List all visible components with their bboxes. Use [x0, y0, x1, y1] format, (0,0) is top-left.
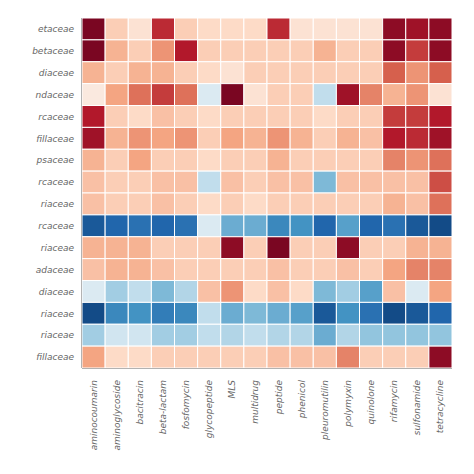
svg-text:quinolone: quinolone: [366, 380, 376, 425]
svg-text:rcaceae: rcaceae: [38, 112, 74, 122]
svg-text:phenicol: phenicol: [297, 380, 307, 420]
svg-text:glycopeptide: glycopeptide: [204, 380, 214, 439]
svg-text:fillaceae: fillaceae: [36, 134, 74, 144]
svg-text:bacitracin: bacitracin: [135, 380, 145, 425]
svg-text:aminocoumarin: aminocoumarin: [89, 380, 99, 451]
svg-text:polymyxin: polymyxin: [343, 380, 353, 428]
svg-text:pleuromutilin: pleuromutilin: [320, 380, 330, 441]
svg-text:rcaceae: rcaceae: [38, 221, 74, 231]
svg-text:multidrug: multidrug: [250, 380, 260, 424]
svg-text:diaceae: diaceae: [39, 68, 75, 78]
svg-text:betaceae: betaceae: [32, 46, 74, 56]
svg-text:diaceae: diaceae: [39, 287, 75, 297]
svg-text:riaceae: riaceae: [41, 309, 75, 319]
svg-text:riaceae: riaceae: [41, 199, 75, 209]
svg-text:rcaceae: rcaceae: [38, 177, 74, 187]
svg-text:beta-lactam: beta-lactam: [158, 380, 168, 435]
svg-text:riaceae: riaceae: [41, 243, 75, 253]
svg-text:adaceae: adaceae: [36, 265, 75, 275]
svg-text:aminoglycoside: aminoglycoside: [112, 380, 122, 451]
svg-text:sulfonamide: sulfonamide: [412, 380, 422, 436]
svg-text:fosfomycin: fosfomycin: [181, 380, 191, 430]
svg-text:rifamycin: rifamycin: [389, 380, 399, 422]
svg-text:tetracycline: tetracycline: [435, 380, 445, 434]
svg-text:peptide: peptide: [274, 380, 284, 416]
svg-text:psaceae: psaceae: [36, 155, 75, 165]
svg-text:etaceae: etaceae: [38, 24, 75, 34]
svg-text:MLS: MLS: [227, 380, 237, 399]
svg-text:ndaceae: ndaceae: [36, 90, 75, 100]
svg-text:fillaceae: fillaceae: [36, 352, 74, 362]
svg-text:riaceae: riaceae: [41, 330, 75, 340]
